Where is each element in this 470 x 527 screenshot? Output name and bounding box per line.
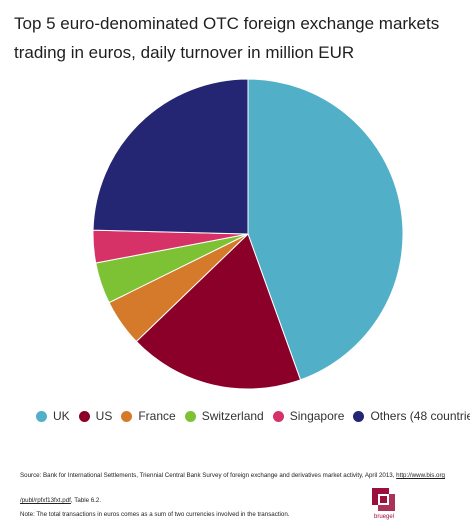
pie-svg [92, 78, 404, 390]
source-link-part2[interactable]: /publ/rpfxf13fxt.pdf [20, 497, 71, 504]
legend-swatch [272, 410, 284, 422]
legend-swatch [184, 410, 196, 422]
legend-swatch [36, 410, 47, 422]
footnote: Note: The total transactions in euros co… [20, 511, 290, 518]
source-note: Source: Bank for International Settlemen… [20, 463, 460, 513]
legend-item: Singapore [272, 409, 345, 423]
pie-slice-us [135, 233, 302, 390]
pie-chart [88, 76, 408, 392]
legend-swatch [78, 410, 90, 422]
bruegel-logo-text: bruegel [373, 514, 394, 520]
legend-label: Singapore [289, 409, 345, 423]
pie-slice-uk [247, 78, 404, 381]
chart-title: Top 5 euro-denominated OTC foreign excha… [14, 14, 440, 62]
legend-swatch [121, 410, 133, 422]
source-suffix: , Table 6.2. [70, 497, 102, 504]
legend-label: Others (48 countries) [370, 409, 470, 423]
legend-swatch [353, 410, 365, 422]
bruegel-logo: bruegel [369, 486, 399, 522]
bruegel-logo-mark [372, 488, 395, 511]
legend-item: Others (48 countries) [353, 409, 470, 423]
legend-label: Switzerland [201, 409, 264, 423]
legend-label: France [138, 409, 176, 423]
legend-item: Switzerland [184, 409, 264, 423]
legend-item: US [78, 409, 113, 423]
chart-legend: UK US France Switzerland Singapore Others (48… [36, 409, 470, 423]
source-link-part1[interactable]: http://www.bis.org [396, 472, 445, 479]
legend-item: UK [36, 409, 70, 423]
legend-item: France [121, 409, 176, 423]
pie-slice-others-48-countries [92, 78, 249, 235]
legend-label: US [95, 409, 113, 423]
source-text: Source: Bank for International Settlemen… [20, 472, 397, 479]
legend-label: UK [53, 409, 70, 423]
